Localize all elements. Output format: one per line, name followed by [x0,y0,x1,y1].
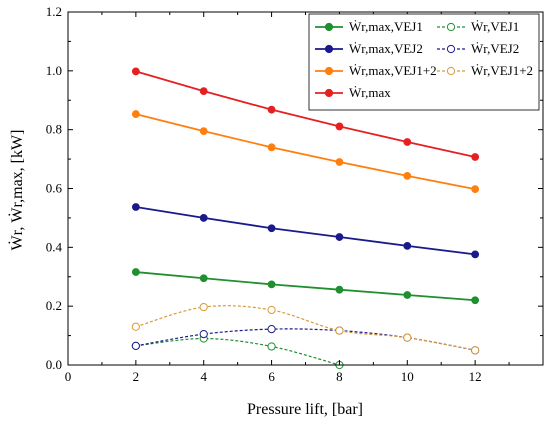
series-0 [131,268,480,305]
legend-item-2: Ẇr,max,VEJ1+2 [315,63,437,78]
data-point [267,280,276,289]
data-point [131,110,140,118]
data-point [267,305,276,315]
series-line-5 [135,328,476,351]
series-line-1 [135,206,476,256]
series-line-3 [135,70,476,158]
data-point [131,322,140,331]
plot-area [131,67,480,370]
y-tick-label: 0.2 [46,298,62,313]
series-1 [131,203,480,259]
legend-item-4: Ẇr,VEJ1 [437,19,519,34]
series-5 [131,325,480,355]
legend-marker [324,66,334,76]
series-line-4 [135,337,340,366]
y-tick-label: 0.8 [46,122,62,137]
series-line-2 [135,113,476,190]
data-point [267,105,276,114]
axes: 0 2 4 6 8 10 12 0.0 0.2 0.4 0.6 0.8 1.0 1.2 [46,4,544,384]
x-tick-label: 2 [133,369,140,384]
legend-box [308,13,540,111]
series-line-6 [135,305,476,351]
legend-label: Ẇr,max [349,85,391,100]
legend-marker [324,22,334,32]
legend-marker [324,44,334,54]
data-point [267,325,276,334]
data-point [403,241,412,250]
data-point [199,87,208,96]
y-tick-label: 0.0 [46,357,62,372]
series-line-0 [135,271,476,302]
legend-label: Ẇr,max,VEJ1+2 [349,63,437,78]
legend-item-0: Ẇr,max,VEJ1 [315,19,423,34]
legend-marker [446,22,456,32]
data-point [131,203,140,211]
legend-label: Ẇr,VEJ1 [471,19,519,34]
data-point [131,341,140,350]
data-point [335,326,344,335]
legend-item-5: Ẇr,VEJ2 [437,41,519,56]
y-tick-label: 1.2 [46,4,62,19]
data-point [403,333,412,342]
x-tick-label: 4 [200,369,207,384]
legend-item-3: Ẇr,max [315,85,391,100]
series-3 [131,67,480,161]
series-6 [131,302,480,355]
legend-label: Ẇr,max,VEJ1 [349,19,423,34]
data-point [199,214,208,222]
data-point [335,122,344,131]
data-point [403,171,412,180]
data-point [335,233,344,241]
data-point [403,138,412,146]
legend-label: Ẇr,VEJ2 [471,41,519,56]
y-tick-label: 0.6 [46,181,63,196]
data-point [267,342,276,351]
data-point [403,291,412,299]
x-tick-label: 10 [401,369,414,384]
x-tick-label: 8 [336,369,343,384]
data-point [199,274,208,283]
data-point [199,127,208,136]
data-point [199,302,208,312]
data-point [471,346,480,355]
legend-marker [324,88,334,98]
y-tick-label: 1.0 [46,63,62,78]
data-point [471,185,480,193]
legend-marker [446,66,456,76]
legend: Ẇr,max,VEJ1 Ẇr,max,VEJ2 Ẇr,max,VEJ1+2 Ẇr,ma… [308,13,540,111]
series-2 [131,110,480,193]
data-point [131,268,140,276]
data-point [131,67,140,76]
data-point [335,285,344,294]
y-axis-title: Ẇr, Ẇr,max, [kW] [8,130,26,251]
legend-item-1: Ẇr,max,VEJ2 [315,41,423,56]
legend-label: Ẇr,max,VEJ2 [349,41,423,56]
legend-item-6: Ẇr,VEJ1+2 [437,63,533,78]
legend-label: Ẇr,VEJ1+2 [471,63,533,78]
data-point [471,296,480,305]
y-tick-label: 0.4 [46,239,63,254]
data-point [267,224,276,233]
x-axis-title: Pressure lift, [bar] [247,401,363,418]
data-point [335,158,344,166]
legend-marker [446,44,456,54]
data-point [199,330,208,339]
x-tick-label: 0 [65,369,72,384]
data-point [471,250,480,259]
data-point [267,143,276,152]
x-tick-label: 12 [469,369,482,384]
data-point [471,153,480,161]
x-tick-label: 6 [268,369,275,384]
